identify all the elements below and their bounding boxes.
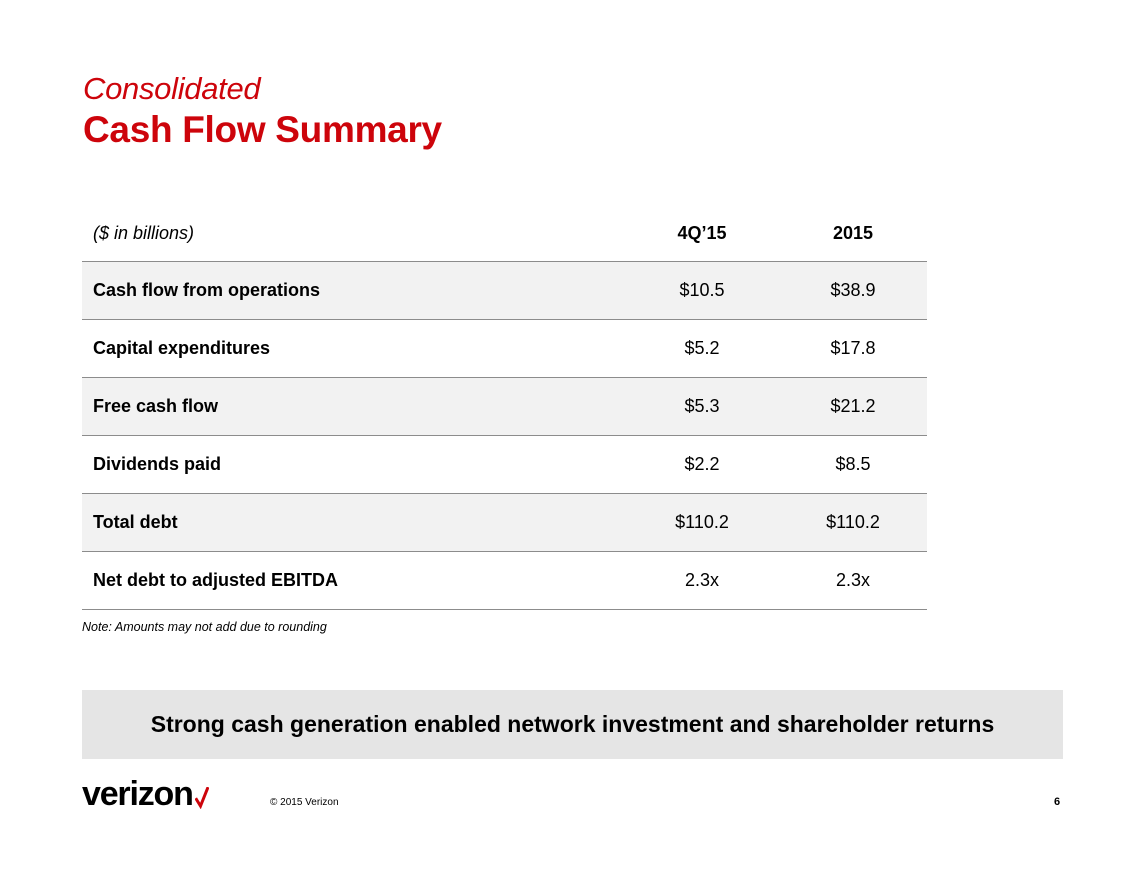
row-value-2015: $21.2: [830, 396, 876, 416]
row-value-4q15: $5.2: [684, 338, 720, 358]
column-header-2015: 2015: [832, 223, 874, 243]
slide-title: Cash Flow Summary: [83, 109, 442, 150]
page-number: 6: [1054, 796, 1061, 808]
row-label: Capital expenditures: [93, 338, 271, 358]
row-value-2015: $8.5: [835, 454, 871, 474]
row-value-4q15: 2.3x: [684, 570, 720, 590]
cash-flow-table: ($ in billions) 4Q’15 2015 Cash flow fro…: [82, 205, 927, 610]
table-row: Total debt $110.2 $110.2: [82, 494, 927, 552]
rounding-note: Note: Amounts may not add due to roundin…: [82, 620, 327, 634]
copyright-text: © 2015 Verizon: [270, 797, 339, 808]
table-row: Net debt to adjusted EBITDA 2.3x 2.3x: [82, 552, 927, 610]
table-row: Capital expenditures $5.2 $17.8: [82, 320, 927, 378]
row-value-2015: $17.8: [830, 338, 876, 358]
table-row: Cash flow from operations $10.5 $38.9: [82, 262, 927, 320]
table-header-row: ($ in billions) 4Q’15 2015: [82, 205, 927, 262]
table-row: Free cash flow $5.3 $21.2: [82, 378, 927, 436]
row-label: Cash flow from operations: [93, 280, 321, 300]
row-label: Total debt: [93, 512, 178, 532]
row-label: Dividends paid: [93, 454, 222, 474]
row-value-4q15: $5.3: [684, 396, 720, 416]
logo-wordmark: verizon: [82, 775, 194, 813]
row-value-4q15: $110.2: [675, 512, 729, 532]
table-row: Dividends paid $2.2 $8.5: [82, 436, 927, 494]
row-value-2015: $110.2: [826, 512, 880, 532]
row-value-4q15: $2.2: [684, 454, 720, 474]
key-message-banner: Strong cash generation enabled network i…: [82, 690, 1063, 759]
row-value-2015: 2.3x: [835, 570, 871, 590]
verizon-logo: verizon: [82, 772, 210, 820]
units-label: ($ in billions): [93, 223, 195, 243]
row-label: Free cash flow: [93, 396, 219, 416]
red-check-icon: [194, 776, 210, 820]
row-value-2015: $38.9: [830, 280, 876, 300]
column-header-4q15: 4Q’15: [677, 223, 727, 243]
row-value-4q15: $10.5: [679, 280, 725, 300]
row-label: Net debt to adjusted EBITDA: [93, 570, 339, 590]
slide-subtitle: Consolidated: [83, 71, 261, 106]
